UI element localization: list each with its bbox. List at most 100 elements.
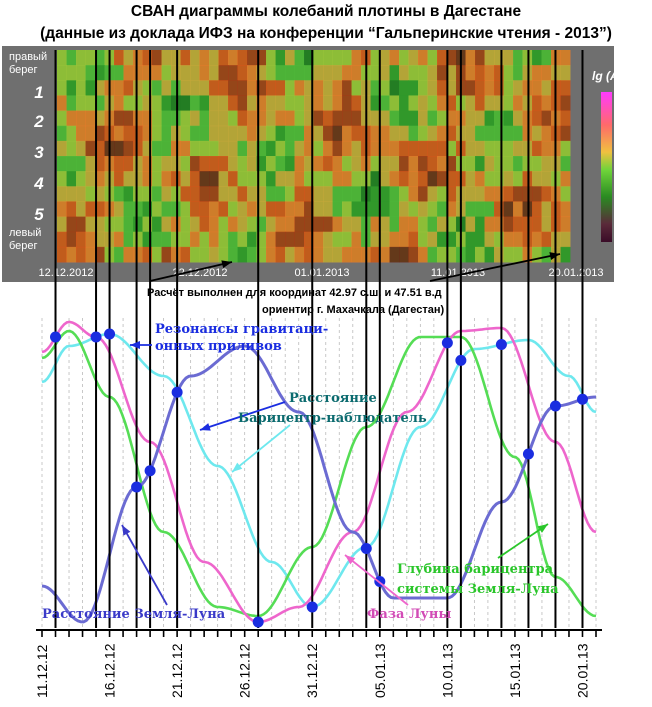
annotation-depth-2: системы Земля-Луна [397,582,559,597]
heatmap-cell [114,125,124,142]
heatmap-cell [418,186,428,202]
heatmap-cell [152,186,162,202]
heatmap-cell [513,140,523,157]
heatmap-cell [323,216,333,233]
heatmap-cell [532,95,542,112]
note-line-2: ориентир г. Махачкала (Дагестан) [262,304,445,316]
heatmap-cell [446,246,457,263]
heatmap-cell [123,231,134,248]
heatmap-cell [266,201,276,218]
heatmap-cell [418,95,428,112]
heatmap-cell [323,80,333,96]
heatmap-cell [133,216,143,233]
heatmap-cell [285,201,295,218]
heatmap-cell [351,171,362,187]
heatmap-cell [285,171,295,187]
heatmap-cell [418,140,428,157]
heatmap-cell [304,50,314,66]
heatmap-cell [380,216,390,233]
heatmap-cell [304,246,314,263]
heatmap-cell [171,110,181,127]
heatmap-cell [532,50,542,66]
heatmap-cell [152,80,162,96]
heatmap-cell [494,216,504,233]
heatmap-cell [57,50,67,66]
heatmap-cell [389,140,400,157]
heatmap-cell [171,201,181,218]
heatmap-cell [446,65,457,81]
heatmap-cell [427,110,438,127]
heatmap-cell [332,186,343,202]
heatmap-cell [266,140,276,157]
heatmap-cell [190,95,200,112]
annotation-arrow [149,261,233,282]
colorbar-tick: -1.5 [620,232,638,243]
heatmap-date-label: 12.12.2012 [38,267,93,279]
heatmap-cell [351,125,362,142]
heatmap-cell [218,231,229,248]
heatmap-cell [180,95,191,112]
heatmap-cell [465,216,476,233]
heatmap-cell [541,125,552,142]
heatmap-cell [513,156,523,172]
heatmap-cell [199,80,210,96]
heatmap-cell [256,246,267,263]
resonance-lines [54,50,584,628]
heatmap-cell [513,50,523,66]
heatmap-cell [85,186,96,202]
arrow-head [537,524,548,533]
heatmap-cell [503,110,514,127]
heatmap-cell [256,171,267,187]
heatmap-cell [408,65,419,81]
heatmap-cell [370,65,381,81]
heatmap-cell [209,110,219,127]
heatmap-cell [418,246,428,263]
heatmap-cell [427,231,438,248]
heatmap-cell [266,50,276,66]
heatmap-cell [399,140,409,157]
heatmap-cell [218,246,229,263]
heatmap-cell [399,80,409,96]
heatmap-cell [199,231,210,248]
heatmap-row-label: берег [9,240,38,252]
heatmap-cell [370,156,381,172]
resonance-point [549,400,561,412]
x-tick-label: 16.12.12 [102,643,118,698]
heatmap-cell [342,110,352,127]
heatmap-cell [437,80,447,96]
heatmap-cell [57,216,67,233]
heatmap-cell [114,171,124,187]
heatmap-cell [180,50,191,66]
heatmap-cell [446,80,457,96]
heatmap-cell [370,80,381,96]
heatmap-cell [266,246,276,263]
heatmap-cell [180,156,191,172]
heatmap-cell [389,156,400,172]
heatmap-cell [190,246,200,263]
heatmap-cell [237,125,248,142]
heatmap-cell [446,140,457,157]
heatmap-cell [285,65,295,81]
heatmap-cell [389,186,400,202]
heatmap-cell [513,80,523,96]
heatmap-cell [228,140,238,157]
heatmap-cell [76,216,86,233]
heatmap-cell [171,246,181,263]
heatmap-cell [199,50,210,66]
heatmap-cell [484,216,495,233]
heatmap-cell [190,201,200,218]
heatmap-cell [152,65,162,81]
heatmap-cell [380,186,390,202]
heatmap-cell [161,65,172,81]
heatmap-cell [161,125,172,142]
heatmap-cell [152,95,162,112]
heatmap-cell [532,80,542,96]
arrow-head [221,260,232,269]
heatmap-cell [57,231,67,248]
heatmap-cell [85,201,96,218]
heatmap-cell [266,186,276,202]
heatmap-cell [408,95,419,112]
heatmap-cell [218,80,229,96]
x-tick-label: 21.12.12 [169,643,185,698]
heatmap-cell [95,156,105,172]
